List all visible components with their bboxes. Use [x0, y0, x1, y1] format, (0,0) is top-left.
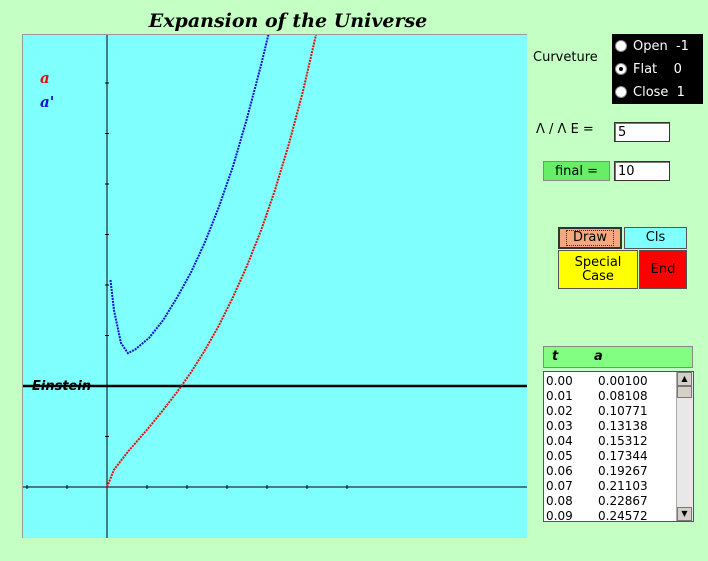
list-item-t: 0.06	[546, 464, 573, 478]
list-item-a: 0.24572	[598, 509, 648, 522]
einstein-label: Einstein	[32, 379, 92, 394]
curvature-radio-group: Open -1 Flat 0 Close 1	[612, 34, 703, 104]
final-input[interactable]: 10	[614, 161, 670, 181]
list-item-a: 0.22867	[598, 494, 648, 508]
list-item-a: 0.10771	[598, 404, 648, 418]
special-case-button[interactable]: Special Case	[558, 250, 638, 289]
table-header: t a	[543, 346, 693, 368]
cls-button[interactable]: Cls	[624, 227, 687, 249]
curvature-label: Curveture	[533, 50, 598, 65]
series-a-line	[106, 35, 317, 488]
list-item-t: 0.09	[546, 509, 573, 522]
list-item-t: 0.03	[546, 419, 573, 433]
end-button[interactable]: End	[639, 250, 687, 289]
list-item-t: 0.08	[546, 494, 573, 508]
list-item-t: 0.01	[546, 389, 573, 403]
list-item-a: 0.15312	[598, 434, 648, 448]
plot-area: a a' Einstein	[22, 34, 527, 538]
radio-flat[interactable]: Flat 0	[615, 59, 682, 79]
plot-svg	[23, 35, 527, 538]
radio-flat-circle[interactable]	[615, 63, 627, 75]
radio-close[interactable]: Close 1	[615, 82, 685, 102]
lambda-ratio-input[interactable]: 5	[614, 122, 670, 142]
draw-button[interactable]: Draw	[558, 227, 622, 249]
series-a-prime-line	[109, 35, 270, 355]
scroll-up-arrow-icon[interactable]: ▲	[677, 372, 692, 386]
legend-a-prime: a'	[40, 93, 55, 111]
radio-open-label: Open -1	[633, 38, 689, 54]
draw-button-label: Draw	[566, 230, 614, 246]
scroll-thumb[interactable]	[677, 386, 692, 398]
scroll-down-arrow-icon[interactable]: ▼	[677, 507, 692, 521]
radio-close-circle[interactable]	[615, 86, 627, 98]
list-item-a: 0.08108	[598, 389, 648, 403]
lambda-ratio-label: Λ / Λ E =	[536, 122, 594, 137]
list-item-a: 0.17344	[598, 449, 648, 463]
list-item-t: 0.05	[546, 449, 573, 463]
table-header-t: t	[552, 349, 559, 364]
list-item-a: 0.13138	[598, 419, 648, 433]
list-item-a: 0.00100	[598, 374, 648, 388]
radio-open-circle[interactable]	[615, 40, 627, 52]
special-case-label-1: Special	[574, 254, 622, 270]
list-item-t: 0.02	[546, 404, 573, 418]
list-item-t: 0.00	[546, 374, 573, 388]
listbox-scrollbar[interactable]: ▲ ▼	[676, 372, 693, 521]
table-header-a: a	[594, 349, 603, 364]
app-title: Expansion of the Universe	[148, 10, 428, 32]
list-item-a: 0.21103	[598, 479, 648, 493]
radio-open[interactable]: Open -1	[615, 36, 689, 56]
list-item-a: 0.19267	[598, 464, 648, 478]
legend-a: a	[40, 69, 50, 87]
final-label: final =	[543, 161, 610, 181]
list-item-t: 0.07	[546, 479, 573, 493]
special-case-label-2: Case	[582, 268, 614, 284]
radio-close-label: Close 1	[633, 84, 685, 100]
data-listbox[interactable]: 0.00 0.00100 0.01 0.08108 0.02 0.10771 0.03 0.1…	[543, 371, 694, 522]
list-item-t: 0.04	[546, 434, 573, 448]
radio-flat-label: Flat 0	[633, 61, 682, 77]
